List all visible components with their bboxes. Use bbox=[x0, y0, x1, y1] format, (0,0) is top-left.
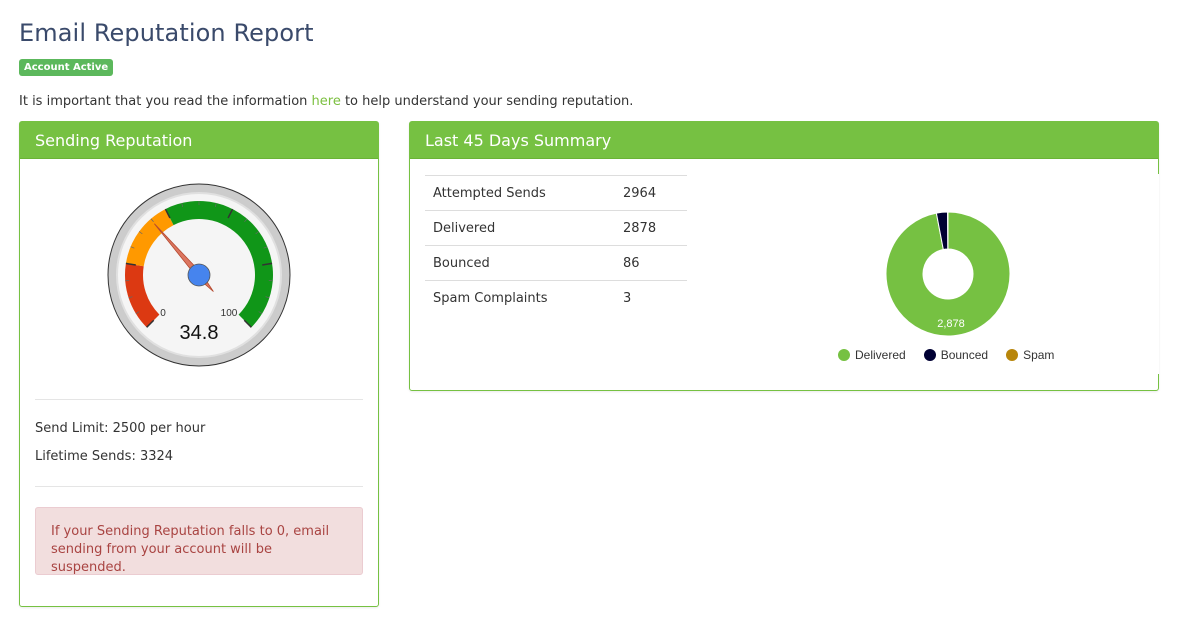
sending-reputation-heading: Sending Reputation bbox=[20, 122, 378, 159]
legend-item-delivered[interactable]: Delivered bbox=[838, 348, 906, 362]
intro-text-before: It is important that you read the inform… bbox=[19, 94, 312, 109]
last-45-days-heading: Last 45 Days Summary bbox=[410, 122, 1158, 159]
gauge-minor-tick bbox=[135, 311, 140, 314]
legend-dot-bounced bbox=[923, 349, 936, 361]
gauge-min-label: 0 bbox=[160, 308, 166, 319]
reputation-gauge: 0 100 34.8 bbox=[107, 183, 291, 367]
legend-dot-delivered bbox=[838, 349, 850, 361]
info-link[interactable]: here bbox=[311, 94, 341, 109]
donut-legend: Delivered Bounced Spam bbox=[838, 348, 1054, 362]
table-row: Bounced 86 bbox=[425, 245, 687, 281]
reputation-gauge-svg: 0 100 34.8 bbox=[107, 183, 291, 367]
last-45-days-panel: Last 45 Days Summary Attempted Sends 296… bbox=[409, 121, 1159, 391]
donut-slice-delivered[interactable] bbox=[885, 211, 1011, 337]
gauge-minor-tick bbox=[128, 296, 133, 299]
row-label: Spam Complaints bbox=[425, 280, 615, 316]
row-label: Bounced bbox=[425, 245, 615, 281]
legend-label: Delivered bbox=[855, 348, 906, 362]
row-value: 2878 bbox=[615, 210, 687, 246]
gauge-minor-tick bbox=[258, 311, 263, 314]
gauge-value-label: 34.8 bbox=[180, 322, 219, 344]
gauge-major-tick bbox=[146, 319, 155, 328]
gauge-major-tick bbox=[125, 262, 136, 266]
gauge-major-tick bbox=[262, 262, 273, 266]
legend-item-bounced[interactable]: Bounced bbox=[923, 348, 989, 362]
row-value: 86 bbox=[615, 245, 687, 281]
gauge-minor-tick bbox=[263, 246, 268, 249]
gauge-band bbox=[165, 201, 273, 328]
gauge-minor-tick bbox=[215, 202, 217, 208]
page-title: Email Reputation Report bbox=[19, 19, 314, 47]
gauge-major-tick bbox=[243, 319, 252, 328]
gauge-minor-tick bbox=[255, 231, 260, 235]
gauge-minor-tick bbox=[150, 218, 154, 222]
gauge-minor-tick bbox=[130, 246, 135, 249]
delivery-donut-svg: 2,878 bbox=[885, 211, 1011, 337]
row-label: Attempted Sends bbox=[425, 175, 615, 211]
gauge-minor-tick bbox=[181, 202, 183, 208]
intro-text-after: to help understand your sending reputati… bbox=[340, 94, 634, 109]
divider bbox=[35, 399, 363, 400]
gauge-band bbox=[125, 209, 174, 267]
gauge-major-tick bbox=[164, 208, 171, 219]
sending-reputation-panel: Sending Reputation 0 100 34.8 Send Limit… bbox=[19, 121, 379, 607]
gauge-minor-tick bbox=[138, 231, 143, 235]
table-row: Spam Complaints 3 bbox=[425, 280, 687, 316]
gauge-major-tick bbox=[227, 208, 234, 219]
gauge-minor-tick bbox=[265, 296, 270, 299]
row-value: 3 bbox=[615, 280, 687, 316]
send-limit: Send Limit: 2500 per hour bbox=[35, 421, 206, 436]
row-label: Delivered bbox=[425, 210, 615, 246]
gauge-max-label: 100 bbox=[221, 308, 238, 319]
suspension-alert: If your Sending Reputation falls to 0, e… bbox=[35, 507, 363, 575]
table-row: Attempted Sends 2964 bbox=[425, 175, 687, 211]
account-status-badge: Account Active bbox=[19, 59, 114, 76]
lifetime-sends: Lifetime Sends: 3324 bbox=[35, 449, 174, 464]
gauge-minor-tick bbox=[244, 218, 248, 222]
intro-text: It is important that you read the inform… bbox=[19, 94, 633, 109]
row-value: 2964 bbox=[615, 175, 687, 211]
legend-dot-spam bbox=[1006, 349, 1019, 361]
gauge-needle-hub bbox=[187, 263, 211, 287]
table-row: Delivered 2878 bbox=[425, 210, 687, 246]
delivery-donut-chart: 2,878 bbox=[885, 211, 1011, 337]
panel-edge bbox=[1157, 174, 1159, 374]
summary-table: Attempted Sends 2964 Delivered 2878 Boun… bbox=[425, 175, 687, 316]
legend-label: Bounced bbox=[940, 348, 989, 362]
divider bbox=[35, 486, 363, 487]
donut-data-label: 2,878 bbox=[937, 318, 965, 330]
legend-label: Spam bbox=[1023, 348, 1055, 362]
gauge-band bbox=[125, 263, 160, 328]
legend-item-spam[interactable]: Spam bbox=[1006, 348, 1054, 362]
